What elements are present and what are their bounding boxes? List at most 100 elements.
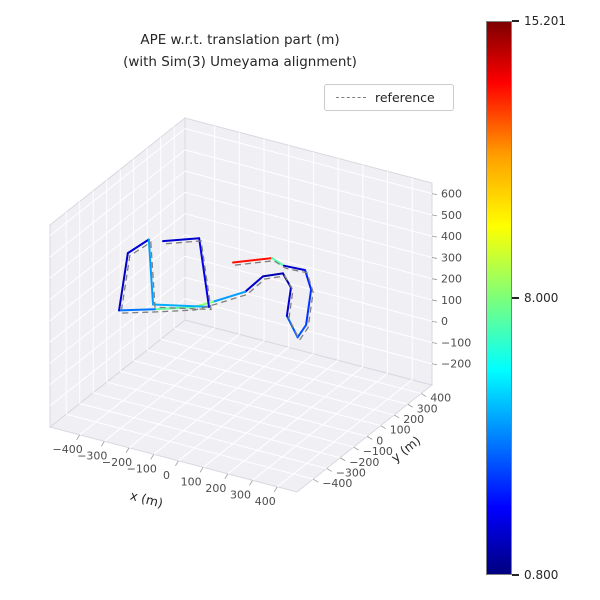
grid-line-z [49, 128, 186, 237]
grid-line-x [227, 366, 364, 475]
legend-label: reference [375, 90, 435, 105]
y-tick-label: 200 [403, 413, 424, 426]
x-tick-label: −300 [77, 449, 107, 462]
trajectory-segment [305, 288, 313, 326]
x-tick-mark [125, 447, 130, 454]
trajectory-segment [285, 286, 292, 317]
grid-line-x [276, 379, 413, 488]
colorbar-gradient [486, 21, 512, 575]
grid-line-x [252, 372, 388, 481]
y-tick-mark [353, 446, 359, 451]
grid-line-y [174, 328, 422, 395]
z-tick-mark [431, 235, 438, 238]
z-tick-mark [431, 193, 438, 196]
x-tick-mark [150, 454, 155, 460]
trajectory-segment [296, 323, 308, 339]
y-tick-label: −200 [349, 456, 379, 469]
grid-line-x [104, 333, 240, 442]
x-tick-label: 0 [163, 469, 170, 482]
grid-line-z [49, 192, 186, 300]
colorbar-tick-label: 0.800 [524, 568, 559, 582]
y-axis-label: y (m) [388, 433, 423, 465]
y-tick-mark [366, 436, 373, 440]
grid-line-z [49, 213, 186, 322]
grid-line-y [106, 381, 354, 448]
z-tick-mark [431, 214, 438, 217]
y-tick-label: −100 [363, 445, 393, 458]
grid-line-z [49, 277, 186, 385]
z-tick-mark [431, 299, 438, 302]
grid-line-x [153, 346, 290, 455]
x-tick-mark [273, 486, 278, 493]
trajectory-segment [212, 290, 247, 303]
colorbar-ticks: 15.201 8.000 0.800 [512, 0, 600, 600]
y-tick-mark [407, 403, 413, 408]
trajectory-segment [261, 272, 284, 278]
y-tick-mark [380, 425, 386, 430]
x-tick-mark [199, 467, 204, 473]
y-tick-label: −300 [336, 466, 366, 479]
z-tick-label: 0 [441, 315, 448, 328]
z-tick-label: −100 [441, 336, 471, 349]
z-tick-mark [431, 278, 438, 281]
colorbar-tick-mark [512, 297, 519, 300]
grid-line-z [49, 234, 186, 343]
x-tick-label: 200 [205, 482, 226, 495]
x-tick-label: −400 [53, 443, 83, 456]
z-tick-label: 200 [441, 273, 462, 286]
grid-line-x [79, 327, 215, 436]
trajectory-segment [152, 303, 210, 308]
z-tick-mark [431, 257, 438, 259]
grid-line-y [93, 392, 341, 459]
dashed-line-icon [336, 97, 366, 98]
grid-line-y [147, 349, 395, 416]
x-tick-mark [249, 480, 253, 486]
grid-line-y [79, 402, 327, 469]
reference-trajectory [120, 240, 314, 342]
grid-line-z [184, 128, 433, 195]
z-tick-label: −200 [441, 358, 471, 371]
trajectory-segment [304, 269, 313, 291]
chart-title: APE w.r.t. translation part (m) (with Si… [123, 32, 357, 70]
z-tick-mark [431, 320, 438, 323]
x-tick-mark [76, 434, 80, 441]
right-pane [184, 117, 433, 386]
grid-line-x [202, 359, 339, 468]
x-tick-mark [100, 441, 105, 447]
trajectory-segment [118, 252, 129, 312]
z-tick-label: 400 [441, 230, 462, 243]
grid-line-z [49, 149, 186, 258]
y-tick-mark [339, 457, 346, 462]
x-tick-label: −100 [127, 462, 157, 475]
grid-line-y [66, 413, 314, 480]
x-tick-mark [224, 473, 229, 480]
grid-line-z [184, 191, 433, 258]
grid-line-z [49, 298, 186, 407]
z-tick-label: 100 [441, 294, 462, 307]
z-tick-label: 500 [441, 209, 462, 222]
trajectory-segment [232, 257, 273, 264]
y-tick-label: −400 [322, 477, 352, 490]
trajectory-segment [147, 238, 155, 306]
trajectory-segment [282, 264, 307, 272]
grid-line-z [184, 255, 433, 322]
y-tick-mark [326, 468, 332, 472]
grid-line-x [178, 353, 314, 462]
grid-line-z [184, 149, 433, 216]
grid-line-z [49, 170, 186, 279]
colorbar-tick-label: 8.000 [524, 291, 559, 306]
x-tick-label: 100 [181, 475, 202, 488]
grid-line-y [160, 338, 408, 405]
x-tick-mark [175, 460, 179, 467]
y-tick-label: 300 [417, 402, 438, 415]
y-tick-label: 100 [390, 424, 411, 437]
grid-line-y [120, 370, 368, 437]
colorbar-tick-mark [512, 20, 519, 22]
colorbar-tick-mark [512, 574, 519, 576]
trajectory-segment [198, 237, 210, 308]
grid-line-z [184, 234, 433, 301]
x-axis-label: x (m) [129, 488, 165, 511]
grid-line-x [128, 340, 265, 449]
y-tick-label: 0 [376, 434, 383, 447]
